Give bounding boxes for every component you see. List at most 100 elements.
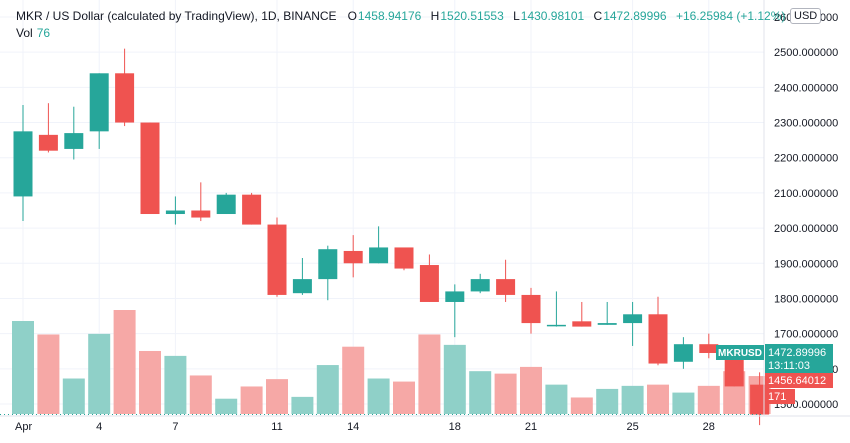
- volume-bar: [672, 392, 695, 414]
- candle-body: [267, 224, 287, 295]
- candle-body: [445, 291, 465, 302]
- volume-bars: [12, 310, 771, 414]
- open-value: 1458.94176: [357, 9, 422, 23]
- candle-body: [343, 250, 363, 264]
- candle-body: [242, 194, 262, 225]
- candle-body: [496, 279, 516, 295]
- volume-bar: [596, 388, 619, 414]
- candle-body: [394, 247, 414, 269]
- candle-body: [216, 194, 236, 215]
- volume-bar: [697, 385, 720, 414]
- time-tick-label: 11: [271, 421, 282, 433]
- last-price-tag: 1472.89996: [768, 347, 826, 359]
- change-value: +16.25984 (+1.12%): [675, 9, 786, 23]
- candle-body: [89, 73, 109, 132]
- time-axis[interactable]: Apr 4 7 11 14 18 21 25 28: [15, 421, 715, 433]
- volume-bar: [189, 375, 212, 414]
- candle-body: [572, 321, 592, 327]
- price-tick-label: 2200.000000: [774, 153, 838, 165]
- candle-body: [724, 354, 744, 387]
- time-tick-label: 14: [347, 421, 359, 433]
- time-tick-label: 18: [449, 421, 461, 433]
- high-value: 1520.51553: [440, 9, 504, 23]
- volume-bar: [520, 366, 542, 414]
- volume-bar: [62, 378, 85, 414]
- last-price-tag-bg: [765, 344, 833, 373]
- symbol-tag-bg: [716, 345, 764, 360]
- volume-bar: [545, 384, 568, 414]
- currency-badge[interactable]: USD: [790, 8, 822, 24]
- volume-bar: [342, 346, 365, 414]
- volume-bar: [291, 396, 314, 414]
- candle-body: [673, 344, 693, 362]
- candle-body: [292, 279, 312, 294]
- volume-bar: [215, 398, 238, 414]
- price-tick-label: 1900.000000: [774, 258, 838, 270]
- candle-body: [648, 314, 668, 364]
- candle-body: [165, 210, 185, 215]
- low-value: 1430.98101: [520, 9, 585, 23]
- volume-bar: [443, 344, 466, 414]
- open-label: O: [347, 9, 357, 23]
- price-tags: MKRUSD 1472.89996 13:11:03 1456.64012 17…: [716, 344, 833, 404]
- symbol-tag: MKRUSD: [718, 348, 762, 359]
- low-price-tag: 1456.64012: [768, 375, 826, 387]
- candle-body: [64, 133, 84, 149]
- price-tick-label: 1800.000000: [774, 293, 838, 305]
- volume-bar: [570, 397, 593, 414]
- candle-body: [140, 122, 160, 215]
- candle-body: [699, 344, 719, 353]
- volume-bar: [647, 384, 669, 414]
- candle-body: [38, 134, 58, 151]
- price-tick-label: 2400.000000: [774, 82, 838, 94]
- volume-bar: [316, 365, 339, 414]
- candle-body: [623, 314, 643, 324]
- time-tick-label: 7: [172, 421, 178, 433]
- candles: [13, 48, 770, 426]
- candle-body: [419, 265, 439, 302]
- candle-body: [13, 131, 33, 197]
- volume-bar: [418, 334, 441, 414]
- price-tick-label: 2300.000000: [774, 118, 838, 130]
- price-tick-label: 1700.000000: [774, 329, 838, 341]
- high-label: H: [430, 9, 440, 23]
- time-tick-label: 25: [626, 421, 638, 433]
- volume-bar: [393, 381, 415, 414]
- volume-bar: [266, 379, 288, 414]
- candle-body: [597, 323, 617, 325]
- price-tick-label: 2100.000000: [774, 188, 838, 200]
- price-tick-label: 2000.000000: [774, 223, 838, 235]
- low-price-tag-bg: [765, 373, 833, 388]
- volume-tag: 171: [768, 391, 786, 403]
- volume-bar: [37, 334, 60, 414]
- volume-bar: [469, 371, 492, 414]
- volume-bar: [240, 386, 263, 414]
- time-tick-label: 28: [703, 421, 715, 433]
- time-tick-label: 4: [96, 421, 102, 433]
- candle-body: [470, 279, 490, 292]
- ohlc-legend: MKR / US Dollar (calculated by TradingVi…: [16, 9, 791, 23]
- candle-body: [369, 247, 389, 264]
- price-tick-label: 2500.000000: [774, 47, 838, 59]
- volume-bar: [164, 355, 187, 414]
- volume-bar: [113, 310, 136, 414]
- volume-legend: Vol 76: [16, 26, 50, 40]
- volume-bar: [88, 333, 111, 414]
- volume-bar: [621, 385, 644, 414]
- volume-bar: [12, 321, 34, 414]
- volume-bar: [139, 350, 161, 414]
- candle-body: [191, 210, 211, 218]
- low-label: L: [513, 9, 520, 23]
- volume-value: 76: [36, 26, 51, 40]
- time-tick-label: 21: [525, 421, 537, 433]
- candle-body: [318, 249, 338, 280]
- close-label: C: [593, 9, 603, 23]
- candle-body: [546, 324, 566, 327]
- volume-bar: [494, 373, 517, 414]
- candle-body: [115, 73, 135, 123]
- candle-body: [521, 294, 541, 324]
- time-tick-label: Apr: [15, 421, 32, 433]
- volume-bar: [367, 378, 390, 414]
